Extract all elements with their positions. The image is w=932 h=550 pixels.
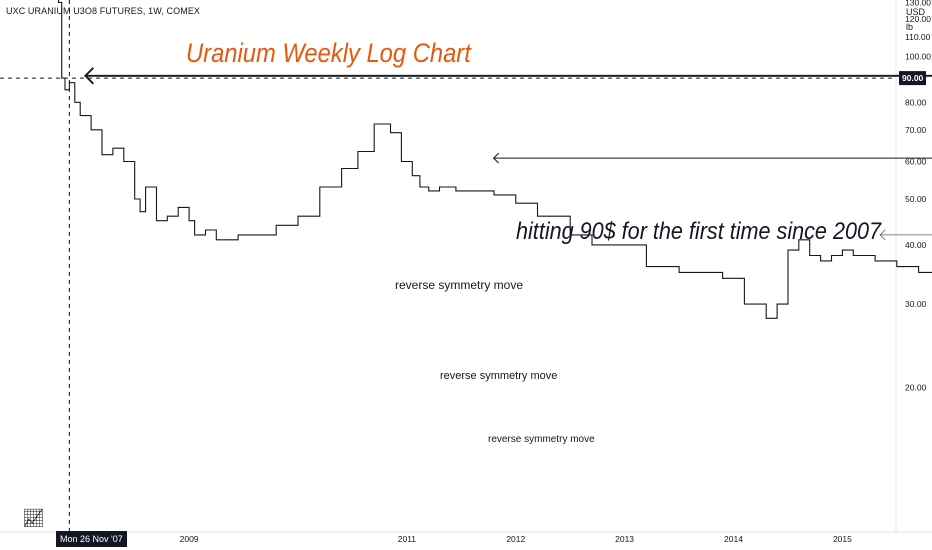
price-tick-label: 30.00 [905,299,927,309]
time-tick-label: 2013 [615,534,634,544]
axis-unit-weight: lb [906,22,914,32]
price-tick-label: 40.00 [905,240,927,250]
time-axis[interactable]: 2009201120122013201420152016201720182019… [180,534,932,544]
symmetry-arrow [492,152,932,164]
price-tick-label: 70.00 [905,125,927,135]
price-tick-label: 110.00 [905,32,931,42]
time-tick-label: 2012 [506,534,525,544]
price-tick-label: 80.00 [905,97,927,107]
price-series-line [57,0,932,319]
crosshair-date-label: Mon 26 Nov '07 [56,531,127,547]
symmetry-arrows [84,67,932,241]
price-tick-label: 130.00 [905,0,931,7]
time-tick-label: 2014 [724,534,743,544]
symmetry-arrow [879,229,932,241]
price-tick-label: 100.00 [905,51,931,61]
price-tick-label: 20.00 [905,383,927,393]
price-axis[interactable]: 150.00140.00130.00120.00110.00100.0080.0… [899,0,931,393]
symmetry-label-long: reverse symmetry move [395,278,524,292]
chart-title: Uranium Weekly Log Chart [186,38,471,68]
time-tick-label: 2011 [398,534,417,544]
reference-lines [0,0,896,532]
symbol-header: UXC URANIUM U3O8 FUTURES, 1W, COMEX [6,6,201,16]
tradingview-logo-icon[interactable]: 📈︎ [22,508,45,528]
symmetry-label-short: reverse symmetry move [488,434,595,445]
time-tick-label: 2009 [180,534,199,544]
axis-unit-currency: USD [906,7,926,17]
price-tag-label: 90.00 [902,73,924,83]
price-tick-label: 120.00 [905,14,931,24]
symmetry-label-mid: reverse symmetry move [440,370,558,382]
price-tag-bg [899,71,926,86]
price-tick-label: 60.00 [905,157,927,167]
price-note: hitting 90$ for the first time since 200… [516,218,882,245]
crosshair-price-tag: 90.00 [899,71,926,86]
symmetry-arrow [84,67,932,85]
price-tick-label: 50.00 [905,194,927,204]
time-tick-label: 2015 [833,534,852,544]
